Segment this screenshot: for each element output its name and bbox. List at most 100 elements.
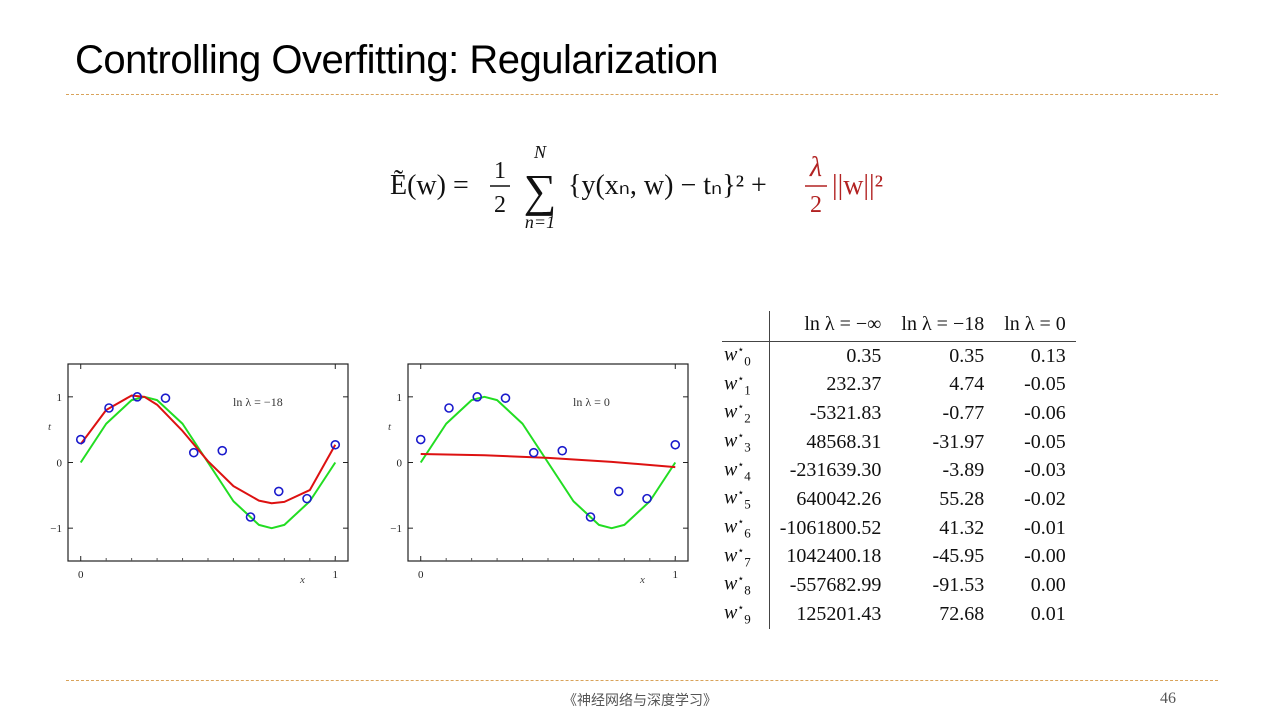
data-point [500,393,511,403]
weights-table-row: w⋆0 0.35 0.35 0.13 [722,341,1076,371]
weight-value: -0.03 [1024,459,1066,482]
formula-sum-top: N [533,142,547,162]
data-point [472,392,483,402]
y-axis-label: t [48,421,52,433]
header-ln-lambda-neg-18: ln λ = −18 [901,313,985,335]
weights-table-row: w⋆6 -1061800.52 41.32 -0.01 [722,513,1076,543]
slide-title: Controlling Overfitting: Regularization [75,38,719,82]
formula-lambda-den: 2 [810,192,822,218]
weight-value: 41.32 [939,516,985,539]
fit-line [420,452,676,469]
weight-value: -0.05 [1024,373,1066,396]
weight-name: w⋆0 [722,341,770,371]
formula-sum-bottom: n=1 [525,212,555,232]
weight-value: 232.37 [826,373,882,396]
data-point [75,434,86,445]
x-axis-label: x [639,574,645,586]
weights-table-row: w⋆2 -5321.83 -0.77 -0.06 [722,399,1076,428]
header-blank [722,311,770,342]
lambda-annotation: ln λ = 0 [573,395,610,409]
data-point [670,439,681,450]
data-point [217,445,228,456]
weight-value: -1061800.52 [779,516,882,539]
weight-value: -5321.83 [809,402,882,425]
true-function-line [419,395,677,530]
weights-table-row: w⋆3 48568.31 -31.97 -0.05 [722,427,1076,457]
formula-half-den: 2 [494,192,506,218]
data-point [613,486,624,497]
weight-value: 4.74 [949,373,985,396]
weight-value: 640042.26 [796,488,882,511]
weights-table: ln λ = −∞ ln λ = −18 ln λ = 0 w⋆0 0.35 0.3… [722,311,1076,629]
weight-name: w⋆9 [722,599,770,629]
weight-value: -31.97 [932,430,985,453]
data-point [415,434,426,445]
data-point [330,439,341,450]
data-point [444,403,454,413]
data-point [104,403,114,413]
data-point [642,493,652,504]
footer-book-title: 《神经网络与深度学习》 [563,693,717,709]
formula-lambda-num: λ [809,152,822,183]
header-ln-lambda-0: ln λ = 0 [1004,313,1066,335]
weight-name: w⋆5 [722,485,770,514]
weights-table-row: w⋆5 640042.26 55.28 -0.02 [722,485,1076,514]
page-number: 46 [1160,690,1176,707]
weight-value: -0.06 [1024,402,1066,425]
y-axis-label: t [388,421,392,433]
weight-name: w⋆3 [722,427,770,457]
weights-table-header: ln λ = −∞ ln λ = −18 ln λ = 0 [722,311,1076,342]
weight-name: w⋆1 [722,370,770,400]
x-tick-label: 1 [333,569,339,581]
data-point [585,512,596,522]
formula-half-num: 1 [494,158,506,184]
weights-table-row: w⋆9 125201.43 72.68 0.01 [722,599,1076,629]
sum-symbol: ∑ [524,165,557,216]
x-tick-label: 1 [673,569,679,581]
weight-value: 0.35 [949,344,985,367]
weights-table-row: w⋆8 -557682.99 -91.53 0.00 [722,571,1076,600]
data-point [245,512,256,522]
weight-name: w⋆7 [722,542,770,572]
data-point [302,493,312,504]
y-tick-label: −1 [390,523,402,535]
weight-value: 0.01 [1030,602,1066,625]
weight-value: -0.01 [1024,516,1066,539]
weight-value: -45.95 [932,545,985,568]
y-tick-label: 1 [397,392,403,404]
data-point [528,447,539,458]
x-tick-label: 0 [418,569,424,581]
fit-line [79,394,337,505]
data-point [160,393,171,403]
bottom-divider [66,680,1218,681]
weight-name: w⋆2 [722,399,770,428]
weights-table-row: w⋆1 232.37 4.74 -0.05 [722,370,1076,400]
formula-lhs: Ẽ(w) = [390,170,469,201]
weight-value: 55.28 [939,488,985,511]
weight-value: 1042400.18 [786,545,882,568]
fit-plot-ln-lambda-0: 0 1 −1 0 1 x t ln λ = 0 [388,363,689,586]
regularized-error-formula: Ẽ(w) = 1 2 N ∑ n=1 {y(xₙ, w) − tₙ}² + λ … [390,142,883,232]
weight-value: -3.89 [942,459,985,482]
weight-value: 0.13 [1030,344,1066,367]
weight-value: 72.68 [939,602,985,625]
y-tick-label: 0 [397,458,403,470]
weights-table-row: w⋆4 -231639.30 -3.89 -0.03 [722,456,1076,486]
weight-value: -0.77 [942,402,985,425]
formula-norm: ||w||² [832,170,883,201]
lambda-annotation: ln λ = −18 [233,395,283,409]
weight-value: -231639.30 [789,459,882,482]
weight-value: -557682.99 [789,574,882,597]
top-divider [66,94,1218,95]
weight-value: 0.00 [1030,574,1066,597]
data-point [188,447,199,458]
y-tick-label: 0 [57,458,63,470]
weight-value: 0.35 [846,344,882,367]
weight-value: 125201.43 [796,602,882,625]
weight-value: -0.00 [1024,545,1066,568]
weight-name: w⋆6 [722,513,770,543]
data-point [273,486,284,497]
formula-body: {y(xₙ, w) − tₙ}² + [568,170,767,201]
data-point [132,392,143,402]
weight-value: -0.05 [1024,430,1066,453]
